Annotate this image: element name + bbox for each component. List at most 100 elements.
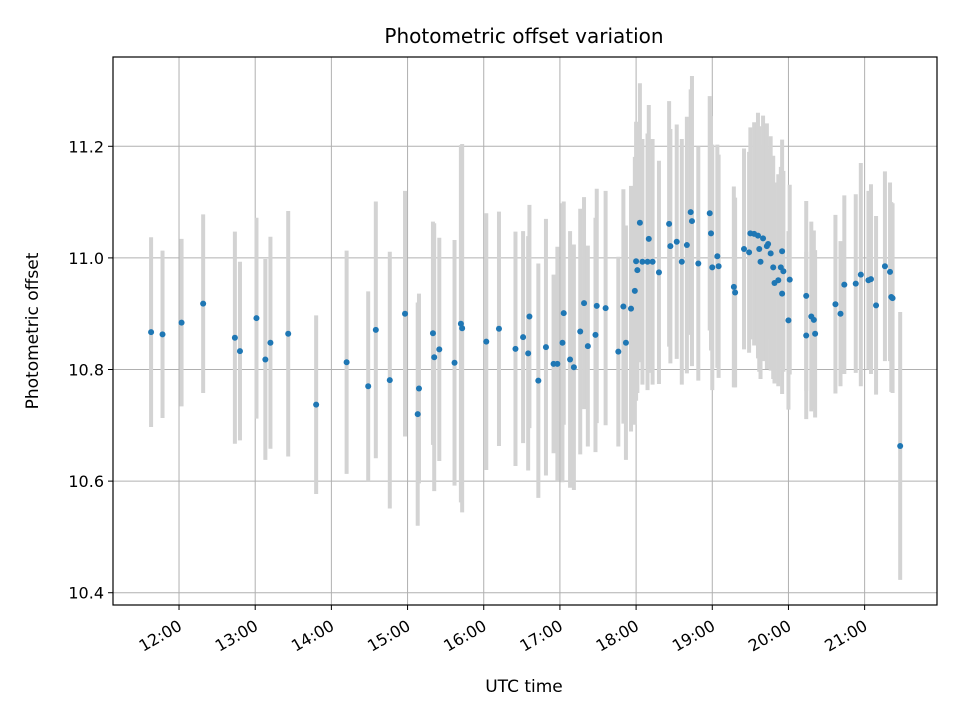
data-point [780,268,787,275]
data-point [602,305,609,312]
data-point [812,330,819,337]
data-point [559,339,566,346]
data-point [584,343,591,350]
data-point [803,332,810,339]
data-point [593,302,600,309]
data-point [832,301,839,308]
data-point [757,258,764,265]
data-point [644,258,651,265]
data-point [754,232,761,239]
data-point [459,325,466,332]
data-point [262,356,269,363]
data-point [765,240,772,247]
data-point [253,315,260,322]
data-point [667,243,674,250]
data-point [372,326,379,333]
data-point [678,258,685,265]
data-point [343,359,350,366]
data-point [535,377,542,384]
data-point [666,220,673,227]
data-point [200,300,207,307]
data-point [634,267,641,274]
data-points [148,209,904,449]
data-point [451,359,458,366]
data-point [313,401,320,408]
data-point [857,271,864,278]
data-point [887,268,894,275]
data-point [673,238,680,245]
data-point [285,330,292,337]
chart-title: Photometric offset variation [384,24,663,48]
data-point [897,442,904,449]
data-point [760,235,767,242]
data-point [785,317,792,324]
data-point [649,258,656,265]
data-point [148,329,155,336]
data-point [683,242,690,249]
data-point [402,310,409,317]
y-tick-label: 10.6 [68,472,104,491]
data-point [436,346,443,353]
data-point [810,316,817,323]
data-point [636,219,643,226]
data-point [414,411,421,418]
data-point [554,360,561,367]
data-point [159,331,166,338]
data-point [715,263,722,270]
y-axis-title: Photometric offset [23,252,43,409]
data-point [756,245,763,252]
data-point [560,310,567,317]
data-point [779,290,786,297]
data-point [633,258,640,265]
data-point [236,348,243,355]
data-point [592,331,599,338]
data-point [852,280,859,287]
y-axis-ticks: 10.4 10.6 10.8 11.0 11.2 [68,137,113,603]
data-point [639,258,646,265]
data-point [746,249,753,256]
data-point [714,253,721,260]
data-point [512,345,519,352]
data-point [631,287,638,294]
data-point [775,277,782,284]
data-point [695,260,702,267]
data-point [881,263,888,270]
data-point [429,330,436,337]
data-point [786,276,793,283]
data-point [688,218,695,225]
data-point [267,339,274,346]
data-point [483,338,490,345]
data-point [365,383,372,390]
data-point [620,303,627,310]
data-point [520,334,527,341]
data-point [770,264,777,271]
y-tick-label: 10.8 [68,361,104,380]
data-point [767,250,774,257]
y-tick-label: 10.4 [68,584,104,603]
data-point [567,356,574,363]
data-point [622,339,629,346]
data-point [645,235,652,242]
data-point [803,292,810,299]
data-point [687,209,694,216]
data-point [615,348,622,355]
data-point [577,328,584,335]
data-point [415,385,422,392]
data-point [655,269,662,276]
data-point [526,313,533,320]
data-point [178,319,185,326]
data-point [841,281,848,288]
data-point [431,354,438,361]
data-point [741,245,748,252]
data-point [542,344,549,351]
x-axis-title: UTC time [485,677,563,697]
plot-frame [112,56,938,606]
data-point [708,230,715,237]
data-point [581,300,588,307]
y-tick-label: 11.0 [68,249,104,268]
data-point [709,264,716,271]
data-point [525,350,532,357]
data-point [495,325,502,332]
